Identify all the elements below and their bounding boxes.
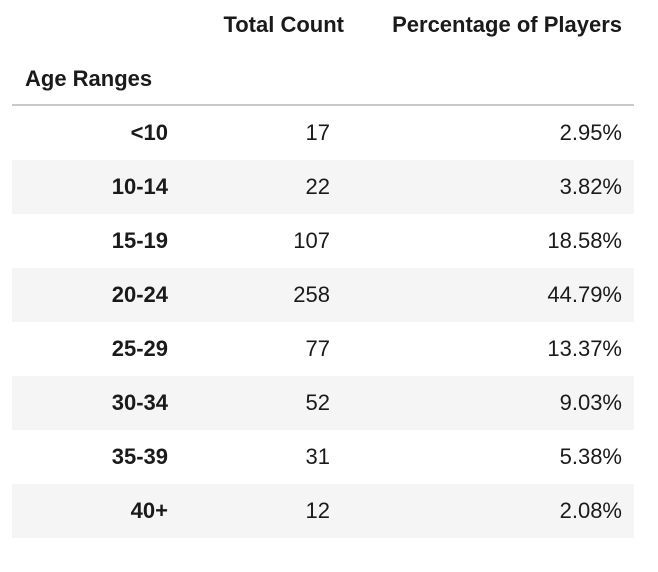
table-row: 15-19 107 18.58% [12, 214, 634, 268]
percentage-cell: 44.79% [547, 282, 622, 307]
row-label: <10 [130, 120, 168, 145]
total-count-cell: 17 [305, 120, 330, 145]
percentage-cell: 5.38% [559, 444, 622, 469]
age-range-table: Total Count Percentage of Players Age Ra… [12, 0, 634, 538]
total-count-cell: 107 [293, 228, 330, 253]
total-count-cell: 12 [305, 498, 330, 523]
table-row: <10 17 2.95% [12, 106, 634, 160]
index-header-row: Age Ranges [12, 54, 634, 106]
column-header-percentage: Percentage of Players [392, 12, 622, 37]
table-row: 10-14 22 3.82% [12, 160, 634, 214]
percentage-cell: 2.08% [559, 498, 622, 523]
percentage-cell: 9.03% [559, 390, 622, 415]
table-body: <10 17 2.95% 10-14 22 3.82% 15-19 107 18… [12, 106, 634, 538]
row-label: 10-14 [111, 174, 168, 199]
table-row: 35-39 31 5.38% [12, 430, 634, 484]
percentage-cell: 18.58% [547, 228, 622, 253]
row-label: 30-34 [111, 390, 168, 415]
total-count-cell: 22 [305, 174, 330, 199]
row-label: 25-29 [111, 336, 168, 361]
table-row: 30-34 52 9.03% [12, 376, 634, 430]
row-label: 35-39 [111, 444, 168, 469]
row-label: 40+ [130, 498, 168, 523]
total-count-cell: 77 [305, 336, 330, 361]
row-label: 15-19 [111, 228, 168, 253]
index-header: Age Ranges [25, 66, 153, 91]
percentage-cell: 2.95% [559, 120, 622, 145]
table-row: 40+ 12 2.08% [12, 484, 634, 538]
total-count-cell: 258 [293, 282, 330, 307]
percentage-cell: 3.82% [559, 174, 622, 199]
total-count-cell: 52 [305, 390, 330, 415]
table-row: 20-24 258 44.79% [12, 268, 634, 322]
total-count-cell: 31 [305, 444, 330, 469]
percentage-cell: 13.37% [547, 336, 622, 361]
table-row: 25-29 77 13.37% [12, 322, 634, 376]
column-header-total-count: Total Count [223, 12, 344, 37]
column-header-row: Total Count Percentage of Players [12, 0, 634, 54]
row-label: 20-24 [111, 282, 168, 307]
